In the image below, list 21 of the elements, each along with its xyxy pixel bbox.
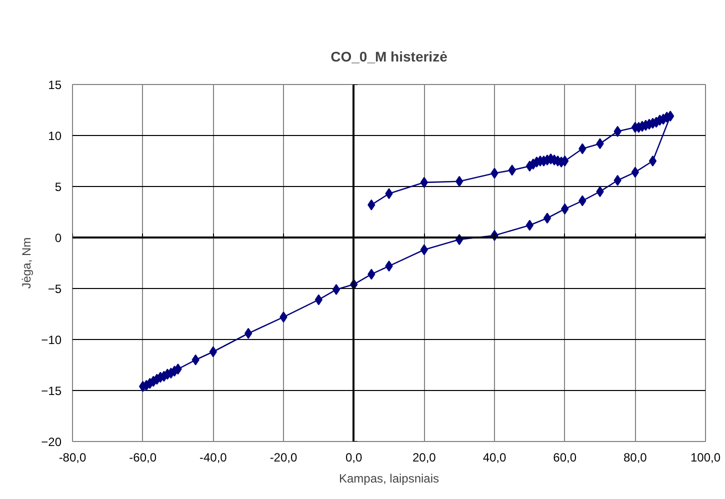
x-tick-label: 80,0: [623, 450, 648, 464]
x-tick-label: 0,0: [345, 450, 362, 464]
x-tick-label: -80,0: [58, 450, 86, 464]
x-tick-label: 100,0: [690, 450, 721, 464]
x-tick-label: -60,0: [129, 450, 157, 464]
x-axis-title: Kampas, laipsniais: [338, 472, 440, 486]
x-tick-label: 20,0: [412, 450, 436, 464]
y-tick-label: −5: [48, 282, 62, 296]
chart-title: CO_0_M histerizė: [330, 48, 448, 64]
x-tick-label: 60,0: [553, 450, 577, 464]
y-tick-label: −15: [41, 384, 62, 398]
y-axis-title: Jėga, Nm: [20, 237, 34, 289]
x-tick-label: -40,0: [199, 450, 228, 464]
x-tick-label: -20,0: [270, 450, 298, 464]
y-tick-label: 0: [54, 231, 62, 245]
y-tick-label: −10: [41, 333, 62, 347]
y-tick-label: −20: [41, 435, 62, 449]
x-tick-label: 40,0: [482, 450, 507, 464]
y-tick-label: 15: [48, 78, 62, 92]
y-tick-label: 10: [48, 129, 62, 143]
y-tick-label: 5: [54, 180, 62, 194]
